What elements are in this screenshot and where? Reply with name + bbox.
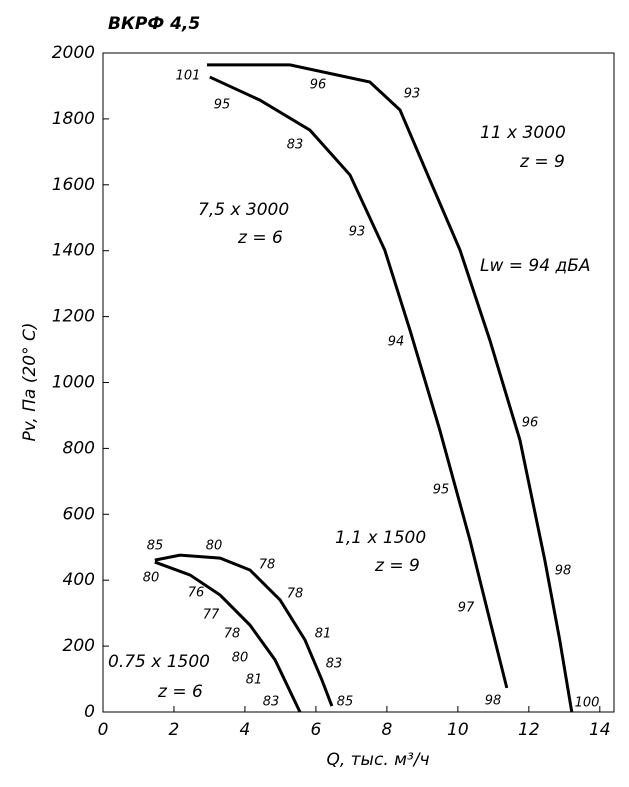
point-annotation: 98: [555, 564, 572, 579]
sound-label: Lw = 94 дБА: [480, 256, 591, 276]
x-tick-label: 12: [518, 720, 540, 740]
point-annotation: 95: [214, 98, 231, 113]
y-tick-label: 1200: [52, 307, 95, 327]
curve: [209, 75, 509, 689]
point-annotation: 96: [310, 78, 327, 93]
y-tick-label: 2000: [52, 43, 95, 63]
curve-label: 7,5 x 3000: [198, 200, 289, 220]
y-tick-label: 600: [63, 504, 95, 524]
curve-note: z = 9: [374, 556, 420, 576]
x-tick-label: 6: [311, 720, 322, 740]
curve-note: z = 9: [519, 152, 565, 172]
curve-label: 11 x 3000: [480, 123, 566, 143]
point-annotation: 78: [287, 587, 304, 602]
x-tick-label: 8: [381, 720, 392, 740]
point-annotation: 81: [315, 627, 332, 642]
point-annotation: 80: [232, 651, 249, 666]
x-tick-label: 4: [240, 720, 251, 740]
point-annotation: 78: [224, 627, 241, 642]
y-tick-label: 1000: [52, 373, 95, 393]
y-tick-label: 1400: [52, 241, 95, 261]
curve-label: 1,1 x 1500: [335, 528, 426, 548]
point-annotation: 77: [203, 608, 220, 623]
point-annotation: 85: [147, 539, 164, 554]
curve: [154, 553, 334, 707]
y-tick-label: 0: [84, 702, 95, 722]
point-annotation: 83: [326, 657, 343, 672]
curve: [206, 63, 574, 713]
point-annotation: 76: [188, 586, 205, 601]
x-tick-label: 10: [447, 720, 469, 740]
point-annotation: 83: [263, 695, 280, 710]
point-annotation: 78: [259, 558, 276, 573]
point-annotation: 93: [404, 87, 421, 102]
y-tick-label: 400: [63, 570, 95, 590]
point-annotation: 100: [575, 696, 600, 711]
curve-note: z = 6: [237, 228, 283, 248]
curve: [154, 560, 302, 713]
x-axis-label: Q, тыс. м³/ч: [326, 750, 429, 770]
point-annotation: 80: [206, 539, 223, 554]
y-tick-label: 800: [63, 438, 95, 458]
point-annotation: 85: [337, 695, 354, 710]
x-tick-label: 14: [589, 720, 611, 740]
point-annotation: 95: [433, 483, 450, 498]
y-axis-label: Pv, Па (20° C): [20, 322, 40, 441]
point-annotation: 101: [176, 69, 201, 84]
point-annotation: 94: [388, 335, 405, 350]
chart-title: ВКРФ 4,5: [108, 14, 200, 34]
point-annotation: 93: [349, 225, 366, 240]
curve-note: z = 6: [157, 682, 203, 702]
x-tick-label: 0: [98, 720, 109, 740]
point-annotation: 81: [246, 673, 263, 688]
point-annotation: 83: [287, 138, 304, 153]
y-tick-label: 1600: [52, 175, 95, 195]
y-tick-label: 1800: [52, 109, 95, 129]
point-annotation: 98: [485, 694, 502, 709]
curve-label: 0.75 x 1500: [108, 652, 210, 672]
y-tick-label: 200: [63, 636, 95, 656]
point-annotation: 97: [458, 601, 475, 616]
x-tick-label: 2: [169, 720, 180, 740]
point-annotation: 96: [522, 416, 539, 431]
point-annotation: 80: [143, 571, 160, 586]
